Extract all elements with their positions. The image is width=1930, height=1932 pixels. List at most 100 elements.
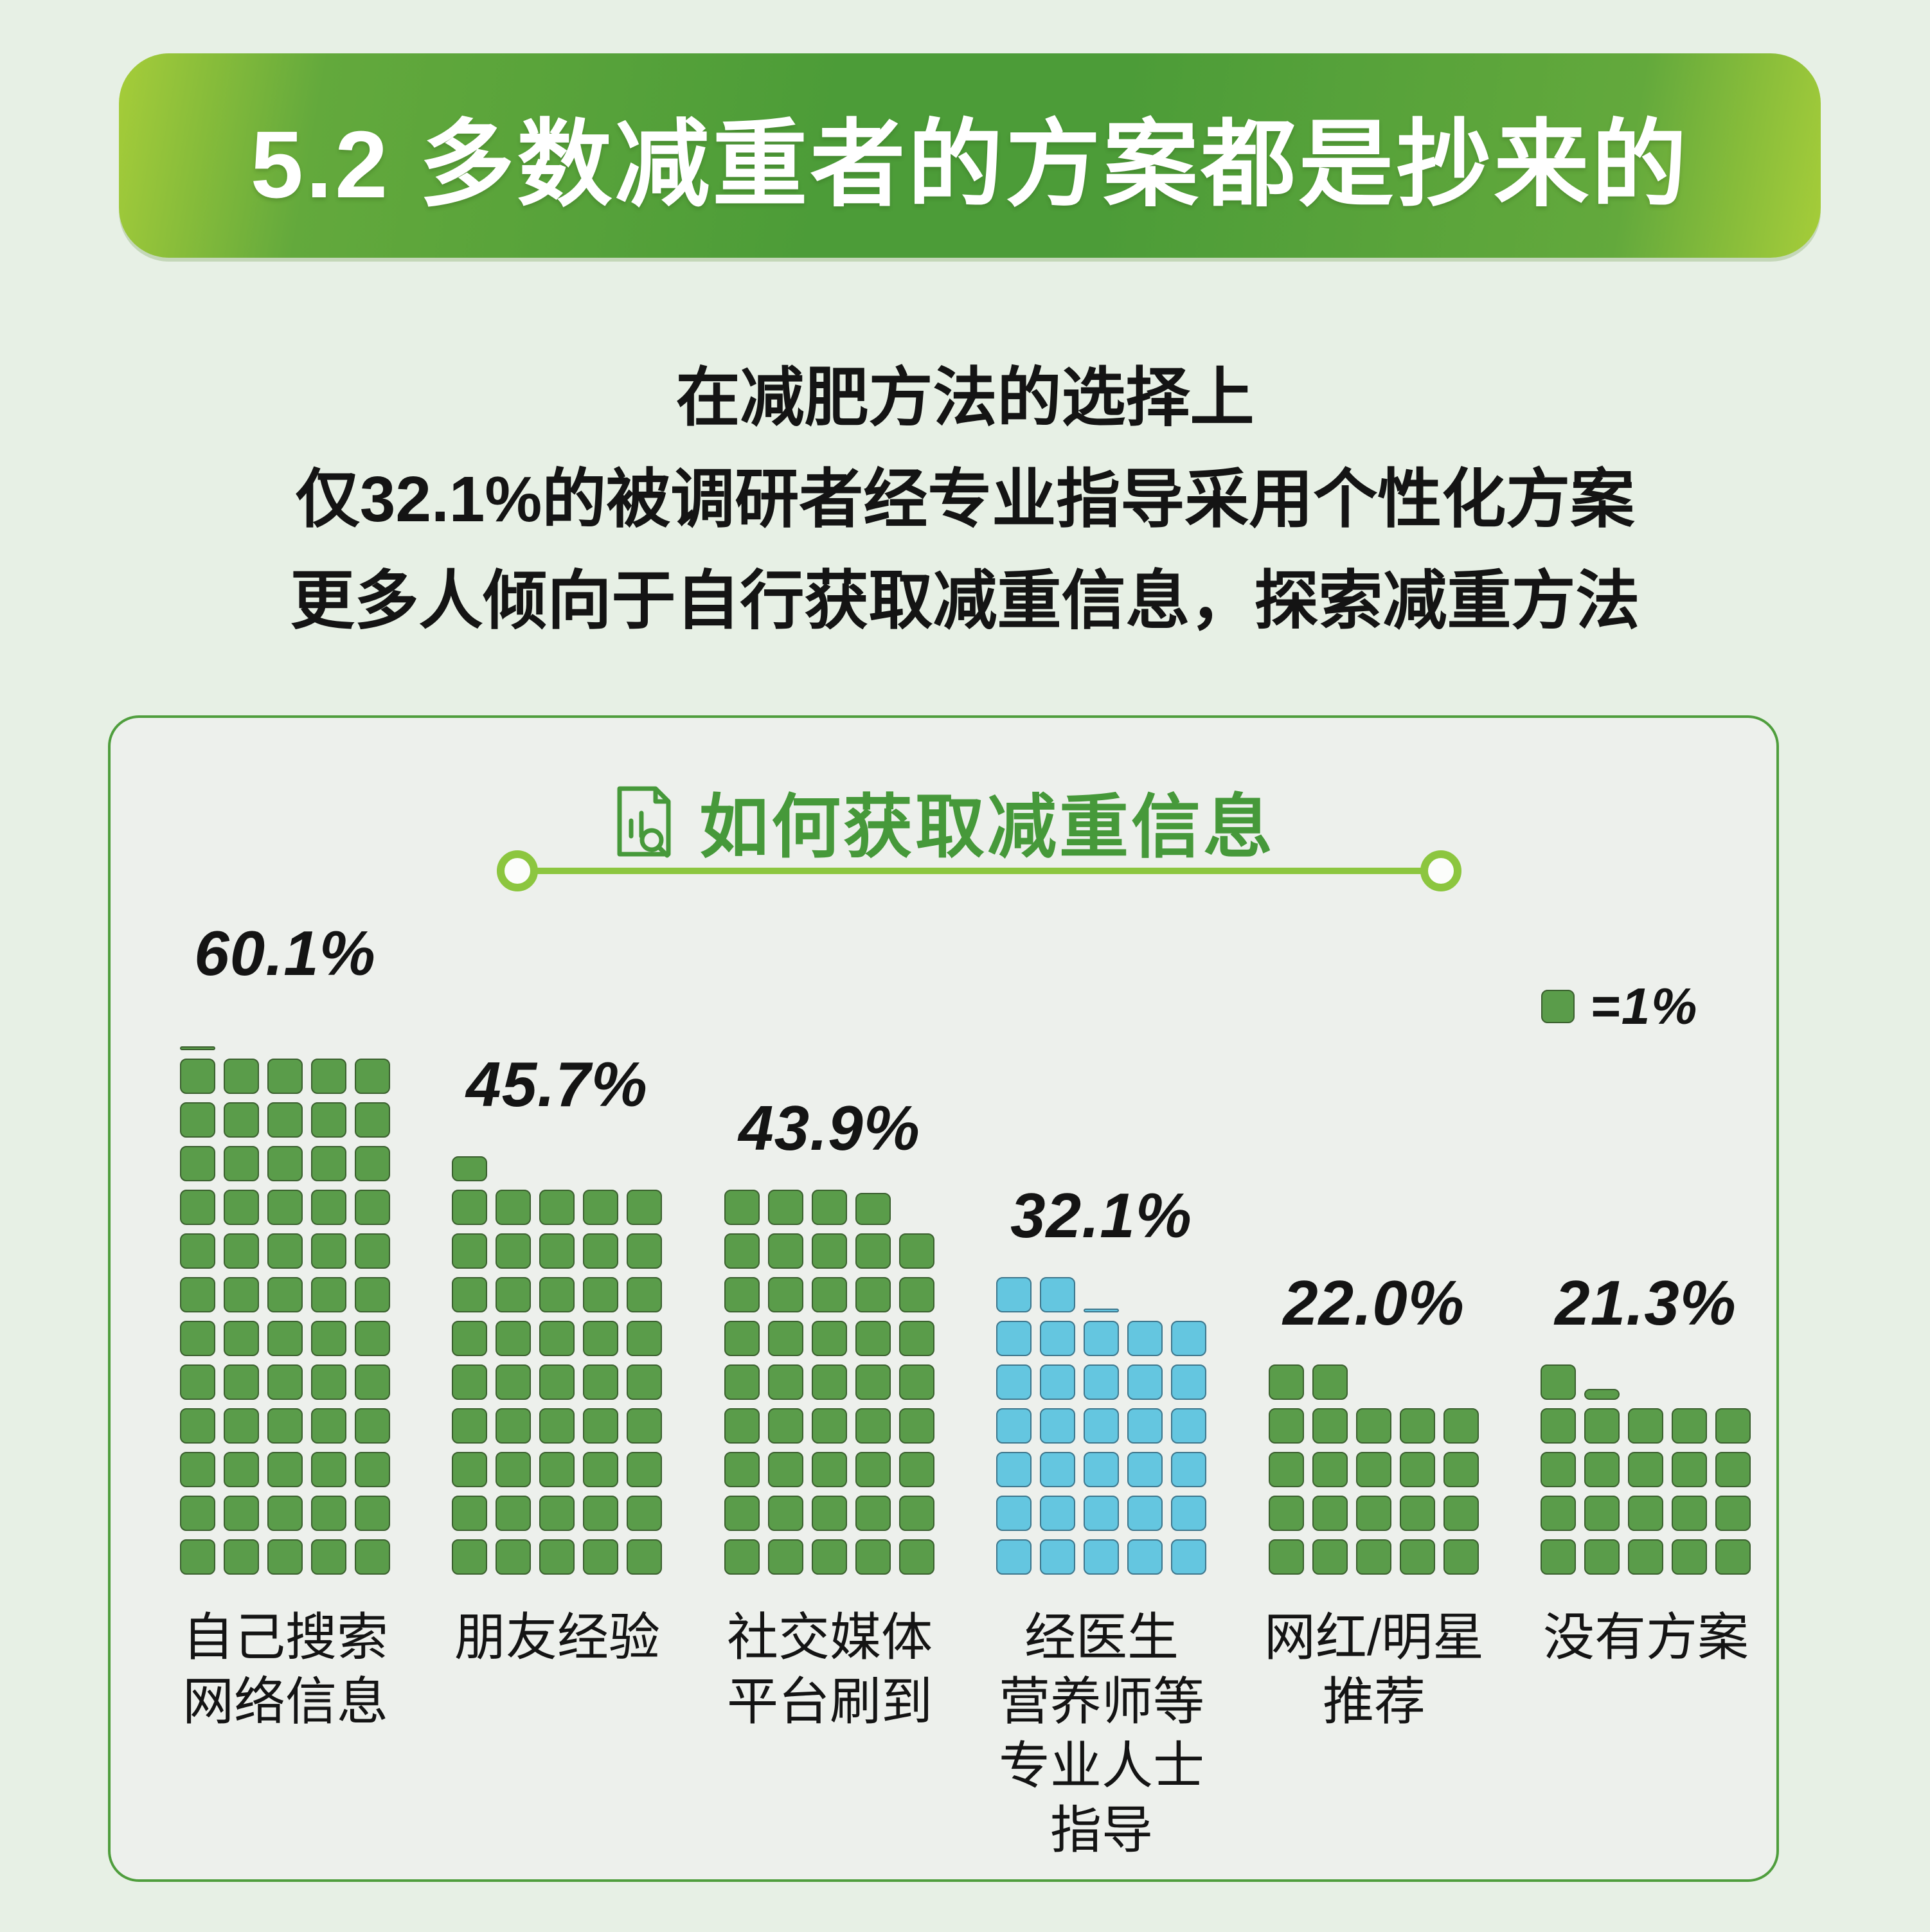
waffle-cell — [1171, 1408, 1206, 1444]
waffle-cell — [1356, 1408, 1391, 1444]
waffle-cell — [768, 1233, 803, 1269]
waffle-cell — [539, 1452, 575, 1487]
waffle-cell — [267, 1496, 303, 1531]
waffle-row — [180, 1059, 390, 1094]
waffle-cell — [1312, 1408, 1348, 1444]
waffle-cell — [1127, 1364, 1163, 1400]
waffle-cell — [1584, 1496, 1620, 1531]
waffle-cell — [452, 1496, 487, 1531]
waffle-cell — [1084, 1496, 1119, 1531]
waffle-cell — [180, 1233, 215, 1269]
waffle-cell — [1584, 1452, 1620, 1487]
waffle-cell — [311, 1102, 346, 1138]
waffle-row — [180, 1321, 390, 1356]
waffle-cell — [899, 1539, 934, 1575]
waffle-cell — [724, 1233, 760, 1269]
waffle-row — [1541, 1408, 1751, 1444]
waffle-cell — [768, 1452, 803, 1487]
waffle-cell — [996, 1277, 1032, 1312]
waffle-column: 22.0% — [1269, 1267, 1479, 1575]
waffle-cell — [224, 1059, 259, 1094]
waffle-cell — [311, 1233, 346, 1269]
waffle-cell — [452, 1539, 487, 1575]
waffle-cell — [355, 1190, 390, 1225]
waffle-cell — [724, 1364, 760, 1400]
category-label: 没有方案 — [1543, 1609, 1749, 1666]
waffle-row — [996, 1496, 1206, 1531]
waffle-cell — [267, 1452, 303, 1487]
waffle-cell — [1084, 1539, 1119, 1575]
waffle-cell — [355, 1364, 390, 1400]
waffle-cell — [1312, 1539, 1348, 1575]
waffle-row — [452, 1321, 662, 1356]
waffle-cell — [627, 1452, 662, 1487]
waffle-cell — [627, 1321, 662, 1356]
waffle-cell — [1040, 1364, 1075, 1400]
waffle-cell — [355, 1277, 390, 1312]
waffle-cell — [224, 1452, 259, 1487]
waffle-cell — [1084, 1321, 1119, 1356]
waffle-cell — [1171, 1452, 1206, 1487]
waffle-cell — [180, 1408, 215, 1444]
waffle-cell — [539, 1539, 575, 1575]
waffle-cell-partial — [1584, 1389, 1620, 1400]
waffle-row — [180, 1146, 390, 1181]
waffle-cell — [539, 1408, 575, 1444]
waffle-cell — [899, 1321, 934, 1356]
waffle-cell — [1127, 1452, 1163, 1487]
waffle-cell — [812, 1364, 847, 1400]
waffle-cell — [311, 1277, 346, 1312]
waffle-cell — [496, 1321, 531, 1356]
waffle-row — [724, 1496, 934, 1531]
divider-line — [517, 868, 1441, 874]
waffle-cell — [1040, 1539, 1075, 1575]
divider-ring-right — [1420, 850, 1461, 891]
waffle-cell — [855, 1277, 891, 1312]
waffle-cell — [355, 1496, 390, 1531]
waffle-cell — [583, 1190, 618, 1225]
waffle-cell — [855, 1321, 891, 1356]
waffle-cell — [1541, 1539, 1576, 1575]
waffle-cell — [267, 1364, 303, 1400]
waffle-row — [1269, 1452, 1479, 1487]
waffle-cell — [855, 1364, 891, 1400]
waffle-cell — [899, 1277, 934, 1312]
chart-title: 如何获取减重信息 — [699, 788, 1275, 866]
waffle-cell — [768, 1364, 803, 1400]
waffle-cell — [724, 1408, 760, 1444]
waffle-cell — [452, 1321, 487, 1356]
waffle-cell — [1628, 1408, 1663, 1444]
waffle-cell — [1127, 1539, 1163, 1575]
waffle-cell — [539, 1496, 575, 1531]
waffle-row — [996, 1364, 1206, 1400]
legend-label: =1% — [1590, 978, 1699, 1035]
waffle-cell — [1715, 1408, 1751, 1444]
waffle-cell — [355, 1321, 390, 1356]
waffle-cell — [1400, 1452, 1435, 1487]
waffle-cell — [724, 1277, 760, 1312]
waffle-cell — [180, 1496, 215, 1531]
waffle-cell-partial — [1084, 1309, 1119, 1312]
waffle-row — [724, 1277, 934, 1312]
waffle-cell — [1443, 1496, 1479, 1531]
category-label: 网红/明星 推荐 — [1264, 1609, 1485, 1730]
waffle-cell — [1628, 1539, 1663, 1575]
waffle-row — [1541, 1452, 1751, 1487]
waffle-cell — [768, 1496, 803, 1531]
waffle-cell — [812, 1539, 847, 1575]
waffle-cell — [180, 1102, 215, 1138]
page-title: 5.2 多数减重者的方案都是抄来的 — [250, 111, 1690, 218]
waffle-cell — [452, 1233, 487, 1269]
waffle-column: 60.1% — [180, 917, 390, 1575]
waffle-cell — [1541, 1452, 1576, 1487]
waffle-cell — [1127, 1408, 1163, 1444]
waffle-cell — [180, 1059, 215, 1094]
waffle-row — [1541, 1496, 1751, 1531]
waffle-cell — [452, 1277, 487, 1312]
waffle-cell — [855, 1452, 891, 1487]
waffle-cell — [267, 1146, 303, 1181]
waffle-row — [180, 1233, 390, 1269]
waffle-cell — [180, 1190, 215, 1225]
waffle-cell — [627, 1408, 662, 1444]
waffle-cell — [724, 1190, 760, 1225]
